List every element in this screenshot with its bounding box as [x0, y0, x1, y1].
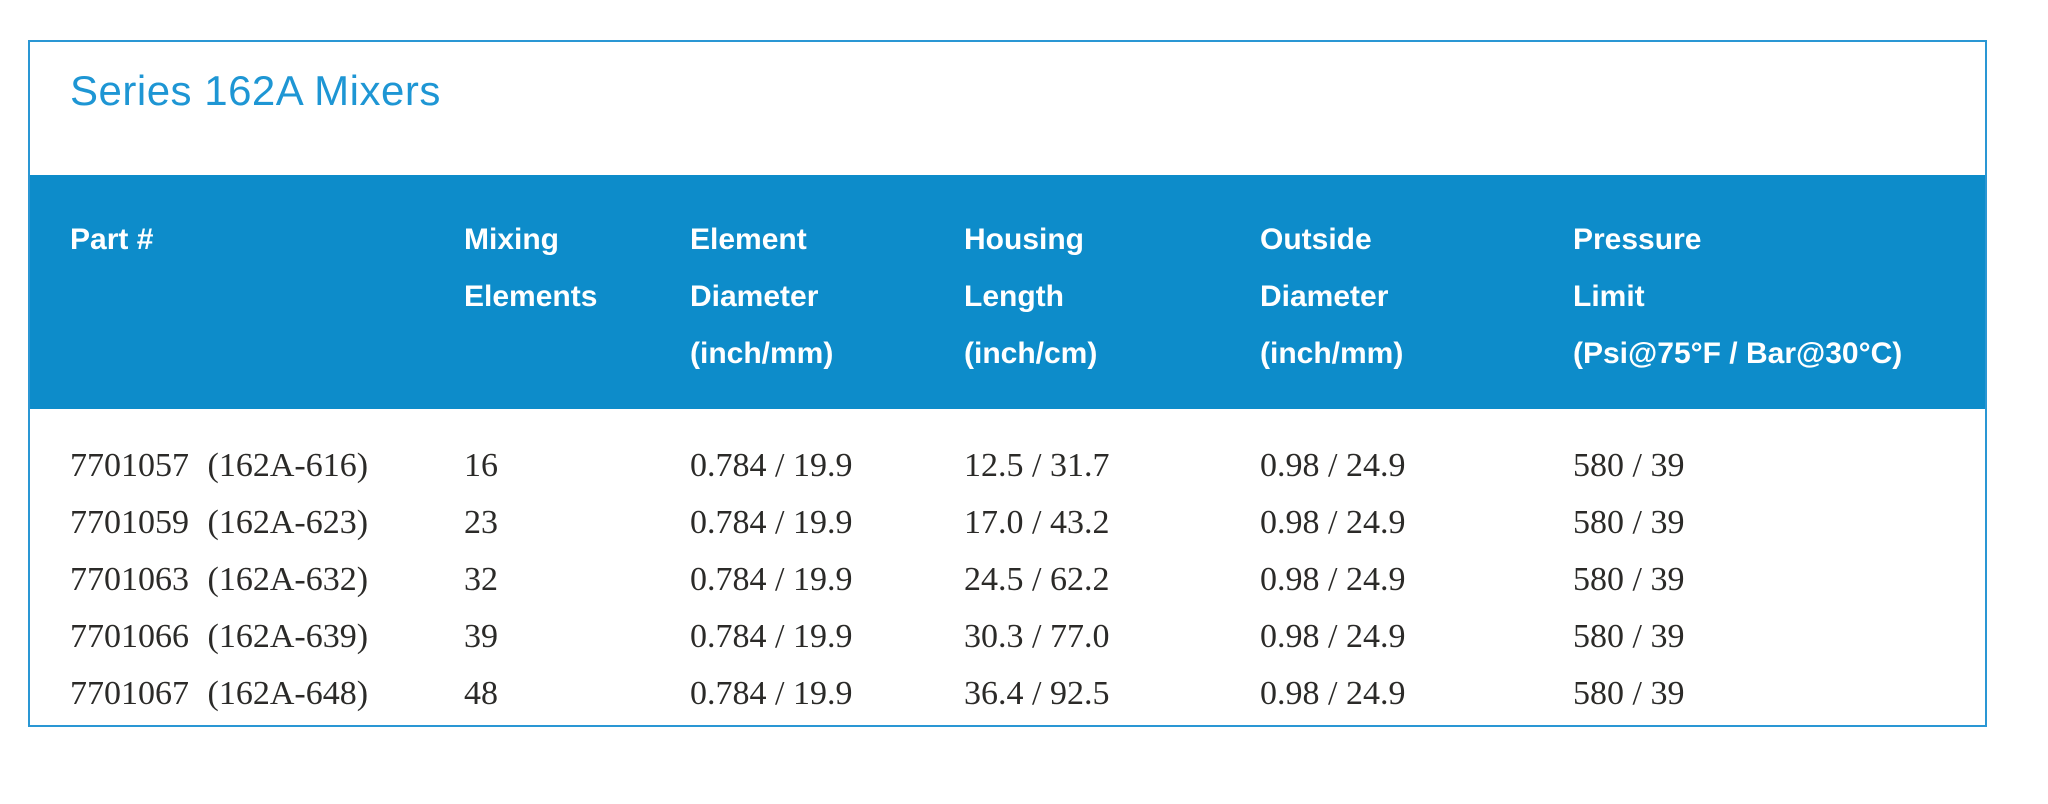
pressure-limit-cell: 580 / 39: [1573, 675, 1685, 712]
table-header-row: Part # Mixing Elements Element Diameter …: [30, 175, 1985, 409]
column-header-label: Pressure: [1573, 223, 1702, 256]
column-header-label: Part #: [70, 223, 154, 256]
column-header-unit-label: (inch/mm): [1260, 337, 1404, 370]
housing-length-cell: 30.3 / 77.0: [964, 618, 1110, 655]
column-header-label: Housing: [964, 223, 1084, 256]
element-diameter-cell: 0.784 / 19.9: [690, 447, 853, 484]
alt-part-number: (162A-648): [207, 675, 369, 712]
table-title-row: Series 162A Mixers: [30, 42, 1985, 175]
column-header-unit-label: (inch/mm): [690, 337, 834, 370]
part-number-cell: 7701063 (162A-632): [30, 551, 464, 608]
part-number: 7701067: [70, 675, 189, 712]
part-number-cell: 7701067 (162A-648): [30, 665, 464, 722]
column-header-mixing-elements: Mixing Elements: [464, 211, 690, 409]
alt-part-number: (162A-632): [207, 561, 369, 598]
table-row: 7701057 (162A-616) 16 0.784 / 19.9 12.5 …: [30, 437, 1985, 494]
page-title: Series 162A Mixers: [70, 67, 441, 114]
housing-length-cell: 12.5 / 31.7: [964, 447, 1110, 484]
element-diameter-cell: 0.784 / 19.9: [690, 561, 853, 598]
column-header-label: Diameter: [1260, 280, 1389, 313]
table-row: 7701067 (162A-648) 48 0.784 / 19.9 36.4 …: [30, 665, 1985, 722]
part-number-cell: 7701057 (162A-616): [30, 437, 464, 494]
column-header-part-number: Part #: [30, 211, 464, 409]
housing-length-cell: 36.4 / 92.5: [964, 675, 1110, 712]
outside-diameter-cell: 0.98 / 24.9: [1260, 447, 1406, 484]
table-row: 7701066 (162A-639) 39 0.784 / 19.9 30.3 …: [30, 608, 1985, 665]
alt-part-number: (162A-616): [207, 447, 369, 484]
element-diameter-cell: 0.784 / 19.9: [690, 675, 853, 712]
column-header-unit-label: (inch/cm): [964, 337, 1098, 370]
alt-part-number: (162A-623): [207, 504, 369, 541]
housing-length-cell: 17.0 / 43.2: [964, 504, 1110, 541]
pressure-limit-cell: 580 / 39: [1573, 561, 1685, 598]
column-header-housing-length: Housing Length (inch/cm): [964, 211, 1260, 409]
column-header-label: Mixing: [464, 223, 559, 256]
housing-length-cell: 24.5 / 62.2: [964, 561, 1110, 598]
column-header-label: Length: [964, 280, 1064, 313]
column-header-label: Diameter: [690, 280, 819, 313]
part-number-cell: 7701066 (162A-639): [30, 608, 464, 665]
alt-part-number: (162A-639): [207, 618, 369, 655]
pressure-limit-cell: 580 / 39: [1573, 618, 1685, 655]
spec-table-panel: Series 162A Mixers Part # Mixing Element…: [28, 40, 1987, 727]
mixing-elements-cell: 39: [464, 618, 498, 655]
outside-diameter-cell: 0.98 / 24.9: [1260, 675, 1406, 712]
column-header-outside-diameter: Outside Diameter (inch/mm): [1260, 211, 1573, 409]
pressure-limit-cell: 580 / 39: [1573, 447, 1685, 484]
mixing-elements-cell: 32: [464, 561, 498, 598]
element-diameter-cell: 0.784 / 19.9: [690, 504, 853, 541]
outside-diameter-cell: 0.98 / 24.9: [1260, 561, 1406, 598]
column-header-label: Elements: [464, 280, 598, 313]
column-header-label: Element: [690, 223, 807, 256]
part-number: 7701066: [70, 618, 189, 655]
outside-diameter-cell: 0.98 / 24.9: [1260, 618, 1406, 655]
column-header-unit-label: (Psi@75°F / Bar@30°C): [1573, 337, 1903, 370]
mixing-elements-cell: 16: [464, 447, 498, 484]
mixing-elements-cell: 23: [464, 504, 498, 541]
table-row: 7701063 (162A-632) 32 0.784 / 19.9 24.5 …: [30, 551, 1985, 608]
column-header-element-diameter: Element Diameter (inch/mm): [690, 211, 964, 409]
table-row: 7701059 (162A-623) 23 0.784 / 19.9 17.0 …: [30, 494, 1985, 551]
part-number: 7701057: [70, 447, 189, 484]
pressure-limit-cell: 580 / 39: [1573, 504, 1685, 541]
part-number-cell: 7701059 (162A-623): [30, 494, 464, 551]
outside-diameter-cell: 0.98 / 24.9: [1260, 504, 1406, 541]
mixing-elements-cell: 48: [464, 675, 498, 712]
column-header-label: Limit: [1573, 280, 1645, 313]
table-body: 7701057 (162A-616) 16 0.784 / 19.9 12.5 …: [30, 409, 1985, 725]
element-diameter-cell: 0.784 / 19.9: [690, 618, 853, 655]
column-header-pressure-limit: Pressure Limit (Psi@75°F / Bar@30°C): [1573, 211, 1985, 409]
part-number: 7701059: [70, 504, 189, 541]
part-number: 7701063: [70, 561, 189, 598]
column-header-label: Outside: [1260, 223, 1372, 256]
